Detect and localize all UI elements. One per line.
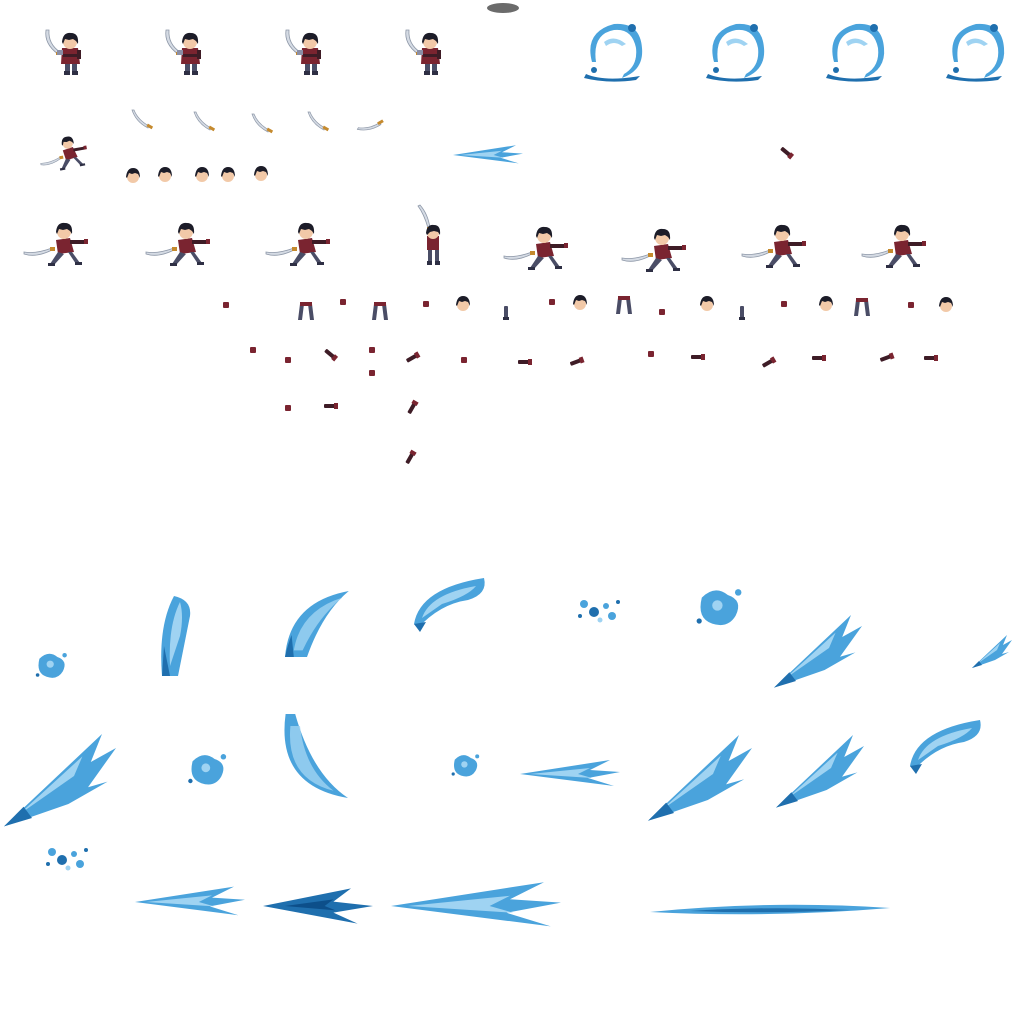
limb-icon bbox=[781, 301, 787, 307]
water-splash-icon bbox=[451, 754, 480, 777]
water-splash-icon bbox=[46, 848, 88, 871]
head-icon bbox=[700, 296, 714, 311]
hero-attack-frame bbox=[145, 222, 211, 267]
limb-icon bbox=[461, 357, 467, 363]
water-splash-icon bbox=[972, 635, 1012, 668]
water-splash-icon bbox=[578, 600, 620, 623]
limb-icon bbox=[223, 302, 229, 308]
hero-idle-frame bbox=[45, 29, 82, 76]
limb-icon bbox=[518, 359, 532, 365]
limb-icon bbox=[503, 306, 509, 320]
head-icon bbox=[126, 168, 140, 183]
legs-icon bbox=[854, 298, 870, 316]
limb-icon bbox=[779, 145, 795, 160]
hero-attack-frame bbox=[23, 222, 89, 267]
limb-icon bbox=[924, 355, 938, 361]
limb-icon bbox=[691, 354, 705, 360]
water-ring-frames bbox=[584, 23, 1005, 82]
limb-icon bbox=[340, 299, 346, 305]
water-splash-icon bbox=[4, 734, 117, 827]
hero-attack-frame bbox=[417, 204, 441, 266]
head-parts bbox=[126, 166, 268, 183]
water-splash-icon bbox=[910, 720, 981, 774]
saber-icon bbox=[356, 110, 386, 140]
water-splash-icon bbox=[696, 589, 742, 626]
water-splash-icon bbox=[263, 888, 373, 924]
limb-icon bbox=[739, 306, 745, 320]
limb-icon bbox=[285, 357, 291, 363]
head-icon bbox=[195, 167, 209, 182]
saber-icon bbox=[251, 113, 274, 134]
limb-icon bbox=[648, 351, 654, 357]
limb-icon bbox=[549, 299, 555, 305]
hero-idle-frame bbox=[165, 29, 202, 76]
saber-icon bbox=[193, 111, 216, 132]
limb-icon bbox=[812, 355, 826, 361]
hero-idle-frames bbox=[45, 29, 442, 76]
limb-icon bbox=[659, 309, 665, 315]
limb-icon bbox=[324, 403, 338, 409]
limb-icon bbox=[406, 399, 419, 415]
water-slash-small bbox=[453, 145, 523, 164]
water-splash-icon bbox=[648, 735, 752, 821]
water-splash-icon bbox=[776, 735, 864, 808]
limb-icon bbox=[423, 301, 429, 307]
limb-icon bbox=[879, 352, 895, 363]
saber-icon bbox=[131, 109, 154, 130]
head-icon bbox=[456, 296, 470, 311]
water-ring-icon bbox=[826, 23, 885, 82]
shadow-sprite bbox=[487, 3, 519, 13]
water-splash-icon bbox=[650, 904, 890, 915]
limb-icon bbox=[404, 449, 417, 465]
water-splash-icon bbox=[285, 591, 349, 657]
water-splash-icon bbox=[774, 615, 862, 688]
hero-run-frame bbox=[36, 133, 91, 175]
hero-attack-frame bbox=[265, 222, 331, 267]
limb-icon bbox=[761, 356, 777, 369]
limb-icon bbox=[369, 347, 375, 353]
limb-icon bbox=[250, 347, 256, 353]
water-splash-icon bbox=[284, 714, 348, 798]
limb-icon bbox=[323, 347, 339, 362]
limb-parts bbox=[223, 295, 953, 465]
head-icon bbox=[819, 296, 833, 311]
head-icon bbox=[221, 167, 235, 182]
water-splash-icon bbox=[135, 886, 245, 916]
limb-icon bbox=[405, 351, 421, 364]
water-splash-icon bbox=[414, 578, 485, 632]
water-ring-icon bbox=[584, 23, 643, 82]
water-splash-frames bbox=[4, 578, 1012, 927]
legs-icon bbox=[616, 296, 632, 314]
water-splash-icon bbox=[161, 596, 191, 676]
hero-attack-frame bbox=[503, 226, 569, 271]
hero-attack-frame bbox=[861, 224, 927, 269]
head-icon bbox=[939, 297, 953, 312]
water-splash-icon bbox=[35, 652, 67, 678]
limb-icon bbox=[569, 356, 585, 367]
head-icon bbox=[573, 295, 587, 310]
water-splash-icon bbox=[520, 760, 620, 786]
head-icon bbox=[158, 167, 172, 182]
limb-icon bbox=[285, 405, 291, 411]
head-icon bbox=[254, 166, 268, 181]
limb-icon bbox=[369, 370, 375, 376]
water-splash-icon bbox=[391, 882, 561, 927]
hero-idle-frame bbox=[405, 29, 442, 76]
legs-icon bbox=[298, 302, 314, 320]
hero-attack-frame bbox=[741, 224, 807, 269]
saber-parts bbox=[131, 109, 386, 140]
water-ring-icon bbox=[946, 23, 1005, 82]
legs-icon bbox=[372, 302, 388, 320]
water-splash-icon bbox=[188, 754, 227, 785]
hero-attack-frames bbox=[23, 204, 927, 273]
hero-attack-frame bbox=[621, 228, 687, 273]
limb-icon bbox=[908, 302, 914, 308]
saber-icon bbox=[307, 111, 330, 132]
hero-idle-frame bbox=[285, 29, 322, 76]
water-ring-icon bbox=[706, 23, 765, 82]
